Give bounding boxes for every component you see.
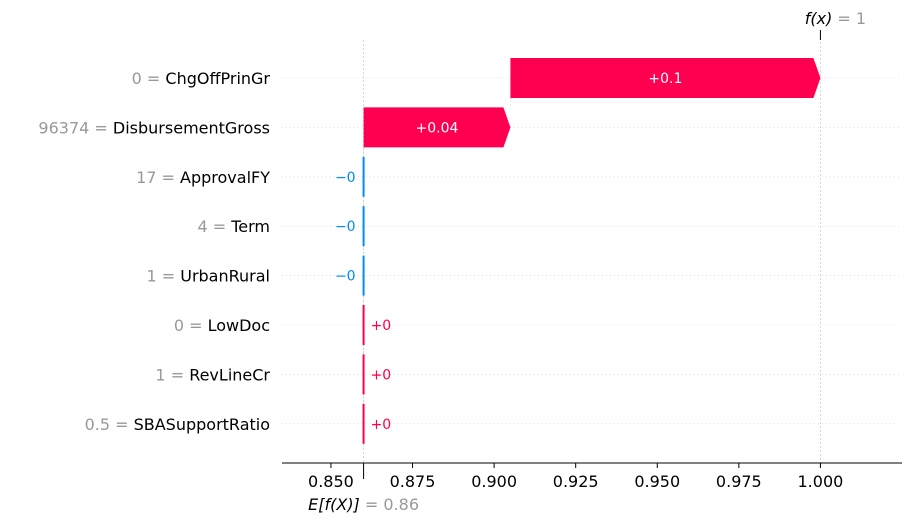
feature-value-text: 1 =: [155, 365, 189, 384]
bar-value-label: +0: [371, 318, 392, 334]
x-axis: 0.850 0.875 0.900 0.925 0.950 0.975 1.000: [282, 462, 902, 491]
feature-name-text: DisbursementGross: [113, 118, 270, 137]
x-tick-label: 0.850: [308, 472, 354, 491]
feature-name-text: ApprovalFY: [180, 168, 270, 187]
output-value-prefix: f(x): [805, 9, 838, 28]
feature-label: 0.5 = SBASupportRatio: [85, 415, 270, 434]
feature-value-text: 96374 =: [38, 118, 112, 137]
feature-name-text: RevLineCr: [189, 365, 270, 384]
feature-label: 17 = ApprovalFY: [136, 168, 270, 187]
feature-name-text: LowDoc: [208, 316, 270, 335]
feature-label: 1 = UrbanRural: [146, 267, 270, 286]
feature-name-text: ChgOffPrinGr: [165, 69, 270, 88]
feature-label: 0 = ChgOffPrinGr: [132, 69, 271, 88]
bar-value-label: +0.04: [416, 120, 459, 136]
grid-layer: [282, 38, 902, 463]
feature-label: 0 = LowDoc: [174, 316, 270, 335]
feature-label-layer: 0 = ChgOffPrinGr 96374 = DisbursementGros…: [38, 69, 270, 434]
feature-label: 4 = Term: [197, 217, 270, 236]
feature-name-text: Term: [230, 217, 270, 236]
bar-value-label: +0.1: [648, 71, 682, 87]
feature-value-text: 17 =: [136, 168, 180, 187]
waterfall-bar: [363, 107, 511, 148]
base-value-number: = 0.86: [365, 495, 419, 514]
value-annotations: E[f(X)] = 0.86 f(x) = 1: [308, 9, 866, 514]
x-tick-label: 1.000: [798, 472, 844, 491]
bar-value-label: +0: [371, 417, 392, 433]
x-tick-label: 0.875: [390, 472, 436, 491]
x-tick-label: 0.950: [634, 472, 680, 491]
feature-name-text: UrbanRural: [180, 267, 270, 286]
bar-value-label: −0: [335, 219, 356, 235]
bar-value-label: +0: [371, 367, 392, 383]
base-value-prefix: E[f(X)]: [308, 495, 365, 514]
base-value-label: E[f(X)] = 0.86: [308, 495, 419, 514]
feature-value-text: 1 =: [146, 267, 180, 286]
bar-layer: +0.1 +0.04 −0 −0 −0 +0 +0 +0: [335, 58, 821, 444]
bar-value-label: −0: [335, 269, 356, 285]
waterfall-bar: [510, 58, 821, 98]
x-tick-label: 0.925: [553, 472, 599, 491]
x-tick-label: 0.975: [716, 472, 762, 491]
feature-value-text: 4 =: [197, 217, 231, 236]
x-tick-label: 0.900: [471, 472, 517, 491]
bar-value-label: −0: [335, 170, 356, 186]
output-value-number: = 1: [837, 9, 866, 28]
feature-value-text: 0 =: [132, 69, 166, 88]
feature-value-text: 0.5 =: [85, 415, 134, 434]
feature-name-text: SBASupportRatio: [134, 415, 270, 434]
feature-label: 1 = RevLineCr: [155, 365, 270, 384]
output-value-label: f(x) = 1: [805, 9, 866, 28]
feature-label: 96374 = DisbursementGross: [38, 118, 270, 137]
feature-value-text: 0 =: [174, 316, 208, 335]
